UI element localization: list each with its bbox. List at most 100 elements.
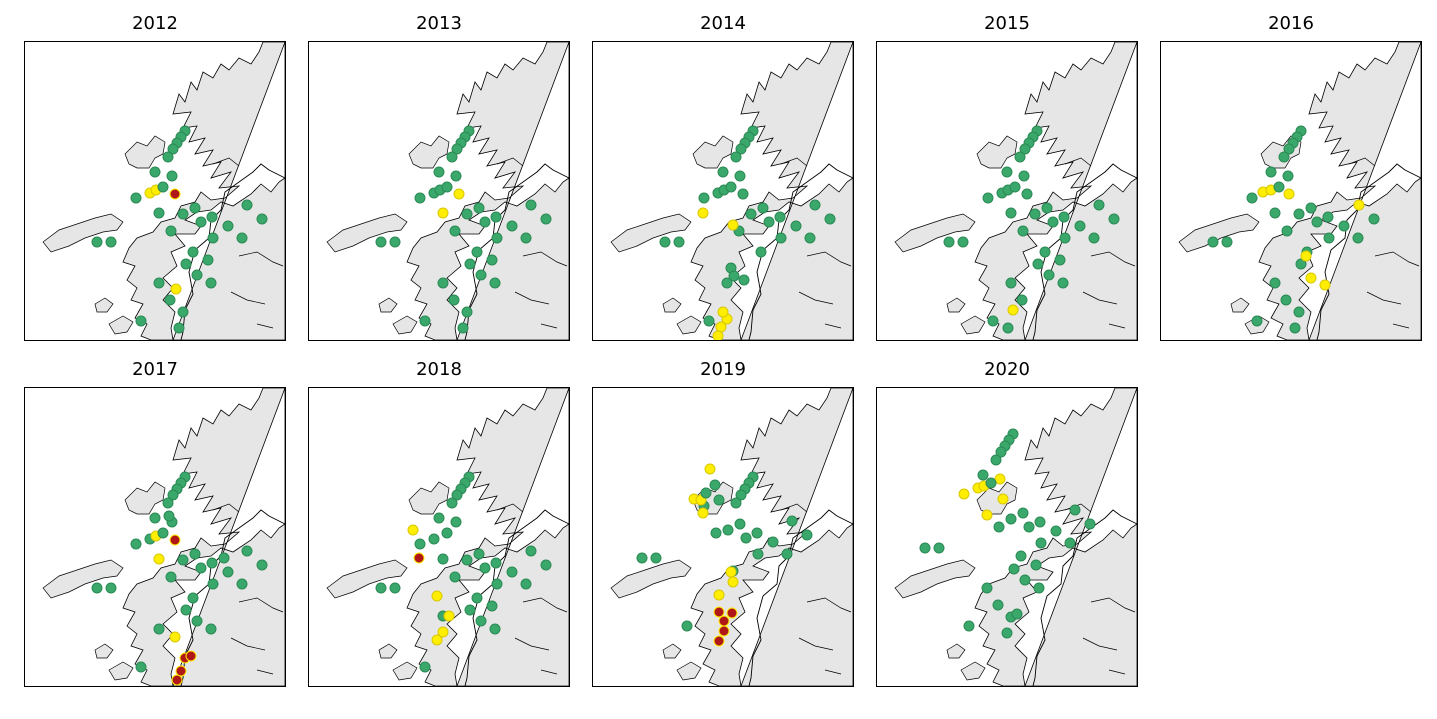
data-point bbox=[919, 542, 931, 554]
data-point bbox=[169, 534, 181, 546]
data-point bbox=[1039, 246, 1051, 258]
data-point bbox=[650, 552, 662, 564]
data-point bbox=[185, 650, 197, 662]
data-point bbox=[1289, 322, 1301, 334]
data-point bbox=[486, 600, 498, 612]
lake-outline bbox=[238, 251, 284, 267]
data-point bbox=[1108, 213, 1120, 225]
border-line bbox=[1316, 163, 1421, 340]
data-point bbox=[715, 321, 727, 333]
island bbox=[124, 135, 166, 169]
data-point bbox=[722, 524, 734, 536]
island bbox=[94, 297, 114, 313]
data-point bbox=[1311, 216, 1323, 228]
data-point bbox=[1273, 181, 1285, 193]
data-point bbox=[490, 557, 502, 569]
lake-outline bbox=[1090, 597, 1136, 613]
data-point bbox=[520, 578, 532, 590]
data-point bbox=[704, 463, 716, 475]
data-point bbox=[177, 208, 189, 220]
data-point bbox=[153, 277, 165, 289]
data-point bbox=[162, 151, 174, 163]
data-point bbox=[1281, 225, 1293, 237]
lake-outline bbox=[540, 323, 558, 329]
data-point bbox=[173, 322, 185, 334]
panel-title: 2020 bbox=[984, 359, 1030, 380]
data-point bbox=[461, 208, 473, 220]
data-point bbox=[256, 213, 268, 225]
data-point bbox=[1088, 232, 1100, 244]
data-point bbox=[135, 315, 147, 327]
data-point bbox=[698, 192, 710, 204]
island bbox=[946, 643, 966, 659]
data-point bbox=[206, 557, 218, 569]
data-point bbox=[673, 236, 685, 248]
lake-outline bbox=[230, 637, 266, 651]
data-point bbox=[540, 213, 552, 225]
island bbox=[108, 315, 134, 335]
data-point bbox=[222, 220, 234, 232]
data-point bbox=[437, 626, 449, 638]
lake-outline bbox=[1090, 251, 1136, 267]
data-point bbox=[703, 315, 715, 327]
data-point bbox=[752, 548, 764, 560]
data-point bbox=[491, 232, 503, 244]
data-point bbox=[997, 493, 1009, 505]
land-mass bbox=[122, 42, 285, 340]
data-point bbox=[389, 582, 401, 594]
data-point bbox=[450, 516, 462, 528]
panel-title: 2018 bbox=[416, 359, 462, 380]
data-point bbox=[486, 254, 498, 266]
data-point bbox=[375, 236, 387, 248]
data-point bbox=[471, 592, 483, 604]
data-point bbox=[1001, 627, 1013, 639]
map-svg bbox=[894, 42, 1137, 340]
data-point bbox=[457, 322, 469, 334]
island bbox=[1178, 213, 1260, 253]
data-point bbox=[1283, 143, 1295, 155]
data-point bbox=[735, 489, 747, 501]
data-point bbox=[256, 559, 268, 571]
island bbox=[392, 315, 418, 335]
data-point bbox=[737, 188, 749, 200]
island bbox=[676, 661, 702, 681]
data-point bbox=[933, 542, 945, 554]
island bbox=[392, 661, 418, 681]
data-point bbox=[1032, 258, 1044, 270]
data-point bbox=[1008, 563, 1020, 575]
data-point bbox=[713, 635, 725, 647]
lake-outline bbox=[1082, 291, 1118, 305]
map-panel bbox=[24, 387, 286, 687]
data-point bbox=[801, 529, 813, 541]
lake-outline bbox=[1348, 157, 1376, 167]
data-point bbox=[1011, 608, 1023, 620]
lake-outline bbox=[1366, 291, 1402, 305]
data-point bbox=[1017, 225, 1029, 237]
land-mass bbox=[974, 388, 1137, 686]
data-point bbox=[1323, 232, 1335, 244]
data-point bbox=[1041, 202, 1053, 214]
data-point bbox=[222, 566, 234, 578]
map-svg bbox=[42, 42, 285, 340]
island bbox=[662, 643, 682, 659]
data-point bbox=[177, 554, 189, 566]
lake-outline bbox=[806, 597, 852, 613]
data-point bbox=[453, 188, 465, 200]
data-point bbox=[725, 566, 737, 578]
data-point bbox=[1054, 254, 1066, 266]
data-point bbox=[471, 246, 483, 258]
data-point bbox=[1295, 258, 1307, 270]
data-point bbox=[461, 554, 473, 566]
data-point bbox=[437, 277, 449, 289]
data-point bbox=[1058, 211, 1070, 223]
island bbox=[692, 135, 734, 169]
lake-outline bbox=[1108, 669, 1126, 675]
lake-outline bbox=[522, 251, 568, 267]
data-point bbox=[725, 181, 737, 193]
data-point bbox=[1059, 232, 1071, 244]
lake-outline bbox=[824, 323, 842, 329]
island bbox=[610, 559, 692, 599]
data-point bbox=[167, 143, 179, 155]
lake-outline bbox=[238, 597, 284, 613]
data-point bbox=[1300, 250, 1312, 262]
